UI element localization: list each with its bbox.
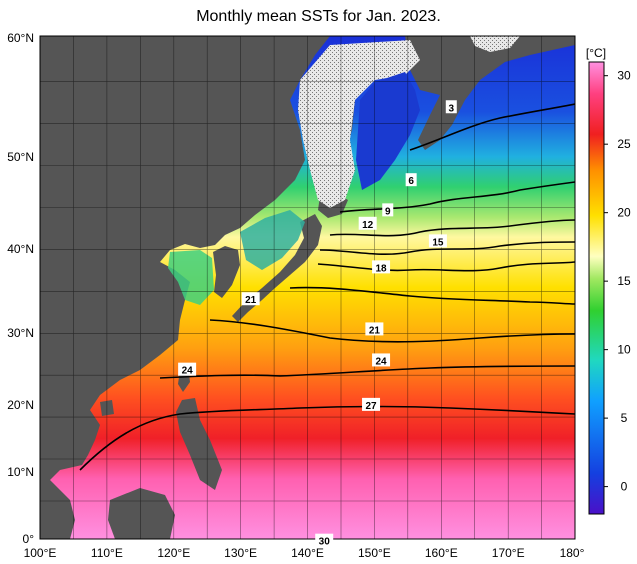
isotherm-label-box	[445, 100, 457, 114]
colorbar-tick-label: 30	[617, 69, 631, 83]
land-and-ice	[40, 36, 575, 539]
lat-label-50: 50°N	[7, 150, 34, 164]
isotherm-label: 3	[449, 103, 455, 114]
isotherm-12	[319, 241, 575, 256]
isotherm-labels: 3 6 9 12 15 18 21 21 24 24 27 30	[178, 100, 457, 548]
philippines	[176, 398, 222, 490]
isotherm-21	[209, 319, 575, 343]
isotherm-label-box	[241, 292, 260, 306]
sea-ice-bering	[470, 36, 520, 52]
lat-label-10: 10°N	[7, 465, 34, 479]
isotherm-label: 18	[376, 263, 388, 274]
isotherm-label-box	[358, 216, 377, 230]
isotherm-label: 15	[432, 237, 444, 248]
lon-label-180: 180°	[560, 546, 585, 560]
isotherm-9	[329, 219, 575, 237]
lon-axis: 100°E 110°E 120°E 130°E 140°E 150°E 160°…	[24, 546, 585, 560]
map-frame	[39, 35, 576, 540]
colorbar-tick-label: 5	[621, 411, 628, 425]
colorbar-scale	[588, 61, 605, 515]
map-title: Monthly mean SSTs for Jan. 2023.	[196, 8, 441, 25]
isotherm-label-box	[178, 362, 197, 376]
isotherm-6	[339, 181, 575, 213]
isotherm-label-box	[372, 260, 391, 274]
isotherm-18	[289, 286, 575, 305]
lat-label-20: 20°N	[7, 398, 34, 412]
graticule	[40, 36, 575, 539]
colorbar: [°C] 30 25 20 15 10 5 0	[586, 46, 631, 515]
lat-label-30: 30°N	[7, 326, 34, 340]
lat-axis: 0° 10°N 20°N 30°N 40°N 50°N 60°N	[7, 31, 34, 546]
japan-sea-cold-water	[240, 210, 305, 270]
isotherm-3	[409, 103, 575, 151]
isotherm-label: 21	[245, 295, 257, 306]
colorbar-tick-label: 25	[617, 137, 631, 151]
colorbar-tick-label: 20	[617, 206, 631, 220]
korea-peninsula	[213, 246, 240, 298]
isotherm-label-box	[428, 234, 447, 248]
isotherm-label: 6	[408, 176, 414, 187]
isotherm-label: 24	[182, 366, 194, 377]
lat-label-0: 0°	[23, 532, 35, 546]
isotherm-label: 24	[376, 356, 388, 367]
isotherm-label: 12	[362, 220, 374, 231]
isotherm-15	[317, 261, 575, 272]
isotherm-label: 9	[385, 206, 391, 217]
isotherm-label-box	[382, 203, 394, 217]
isotherm-label: 21	[369, 325, 381, 336]
colorbar-tick-label: 0	[621, 480, 628, 494]
lon-label-120: 120°E	[157, 546, 190, 560]
colorbar-tick-label: 15	[617, 274, 631, 288]
okhotsk-open-water	[356, 72, 420, 190]
lon-label-130: 130°E	[224, 546, 257, 560]
isotherm-label-box	[365, 322, 384, 336]
isotherm-27	[79, 405, 575, 471]
sea-ice-okhotsk	[298, 40, 420, 208]
lon-label-160: 160°E	[425, 546, 458, 560]
isotherm-label: 30	[319, 537, 331, 548]
isotherm-lines	[79, 103, 575, 471]
isotherm-label: 27	[365, 401, 377, 412]
colorbar-unit: [°C]	[586, 46, 606, 60]
isotherm-label-box	[405, 173, 417, 187]
isotherm-label-box	[362, 397, 381, 411]
isotherm-label-box	[372, 353, 391, 367]
lon-label-100: 100°E	[24, 546, 57, 560]
colorbar-ticks: 30 25 20 15 10 5 0	[604, 69, 631, 494]
lon-label-140: 140°E	[291, 546, 324, 560]
lon-label-150: 150°E	[358, 546, 391, 560]
lon-label-170: 170°E	[492, 546, 525, 560]
lon-label-110: 110°E	[91, 546, 123, 560]
lat-label-60: 60°N	[7, 31, 34, 45]
lat-label-40: 40°N	[7, 242, 34, 256]
colorbar-tick-label: 10	[617, 343, 631, 357]
isotherm-label-box	[315, 533, 334, 547]
kamchatka	[405, 36, 575, 150]
